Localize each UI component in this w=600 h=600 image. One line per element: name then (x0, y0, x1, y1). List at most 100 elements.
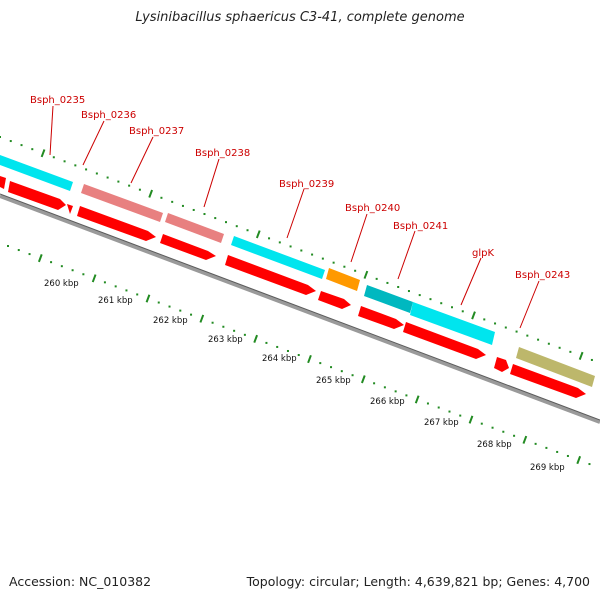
feature-cyan-0239 (231, 236, 325, 279)
track-tick (363, 270, 369, 279)
track-dot (71, 269, 74, 272)
gene-leader-line (82, 120, 105, 166)
track-dot (373, 382, 376, 385)
track-dot (461, 310, 464, 313)
gene-leader-line (203, 158, 220, 208)
track-dot (128, 184, 131, 187)
track-tick (145, 294, 151, 303)
gene-label-bsph-0237: Bsph_0237 (129, 126, 184, 137)
track-dot (20, 144, 23, 147)
track-tick (522, 435, 528, 444)
track-dot (9, 140, 12, 143)
track-dot (459, 414, 462, 417)
track-dot (537, 338, 540, 341)
track-dot (440, 302, 443, 305)
track-dot (545, 446, 548, 449)
track-dot (117, 180, 120, 183)
track-dot (268, 237, 271, 240)
track-dot (222, 325, 225, 328)
track-dot (138, 188, 141, 191)
track-tick (40, 149, 46, 158)
track-dot (286, 349, 289, 352)
gene-label-bsph-0239: Bsph_0239 (279, 179, 334, 190)
cds-arrow (225, 255, 316, 295)
track-dot (418, 294, 421, 297)
track-dot (351, 374, 354, 377)
track-dot (224, 221, 227, 224)
track-tick (576, 455, 582, 465)
track-dot (319, 362, 322, 365)
kbp-label: 265 kbp (316, 376, 351, 386)
track-dot (106, 176, 109, 179)
track-dot (192, 208, 195, 211)
track-dot (0, 136, 1, 138)
track-dot (405, 394, 408, 397)
feature-teal-0241 (364, 285, 413, 313)
cds-arrow (67, 204, 73, 214)
track-dot (74, 164, 77, 167)
gene-leader-line (49, 105, 54, 156)
track-dot (556, 450, 559, 453)
track-dot (480, 422, 483, 425)
track-dot (85, 168, 88, 171)
accession-text: Accession: NC_010382 (9, 574, 152, 589)
track-dot (450, 306, 453, 309)
gene-features (0, 155, 595, 387)
kbp-label: 260 kbp (44, 279, 79, 289)
track-dot (569, 350, 572, 353)
track-dot (383, 386, 386, 389)
track-dot (340, 370, 343, 373)
gene-label-bsph-0238: Bsph_0238 (195, 148, 250, 159)
track-dot (590, 358, 593, 361)
gene-leader-line (286, 188, 305, 239)
backbone (0, 193, 600, 424)
track-dot (502, 430, 505, 433)
track-dot (354, 269, 357, 272)
track-tick (253, 334, 258, 343)
outer-dotted-track (0, 136, 593, 361)
track-dot (311, 253, 314, 256)
track-dot (214, 217, 217, 220)
track-dot (547, 342, 550, 345)
cds-arrow (160, 234, 216, 260)
feature-khaki-0243 (516, 347, 595, 387)
track-dot (278, 241, 281, 244)
track-dot (332, 261, 335, 264)
cds-arrow (0, 176, 6, 189)
track-dot (513, 434, 516, 437)
cds-arrow (494, 357, 509, 372)
gene-label-bsph-0240: Bsph_0240 (345, 203, 400, 214)
track-dot (50, 261, 53, 264)
track-dot (235, 225, 238, 228)
kbp-label: 263 kbp (208, 335, 243, 345)
track-dot (63, 160, 66, 163)
feature-orange-0240 (326, 268, 360, 291)
track-dot (558, 346, 561, 349)
track-dot (95, 172, 98, 175)
track-dot (343, 265, 346, 268)
track-dot (494, 322, 497, 325)
track-dot (243, 333, 246, 336)
track-dot (125, 289, 128, 292)
feature-pink-0236 (81, 184, 163, 222)
cds-arrow (318, 291, 351, 309)
track-dot (429, 298, 432, 301)
feature-cyan-0235 (0, 155, 73, 191)
track-tick (37, 254, 43, 263)
track-tick (148, 189, 154, 198)
track-dot (491, 426, 494, 429)
track-dot (515, 330, 518, 333)
gene-label-bsph-0241: Bsph_0241 (393, 221, 448, 232)
kbp-label: 261 kbp (98, 296, 133, 306)
gene-label-bsph-0243: Bsph_0243 (515, 270, 570, 281)
gene-label-bsph-0235: Bsph_0235 (30, 95, 85, 106)
feature-cyan-glpK (410, 302, 495, 345)
kbp-label: 262 kbp (153, 316, 188, 326)
track-dot (265, 341, 268, 344)
track-dot (28, 253, 31, 256)
track-dot (181, 204, 184, 207)
track-dot (394, 390, 397, 393)
track-dot (190, 313, 193, 316)
